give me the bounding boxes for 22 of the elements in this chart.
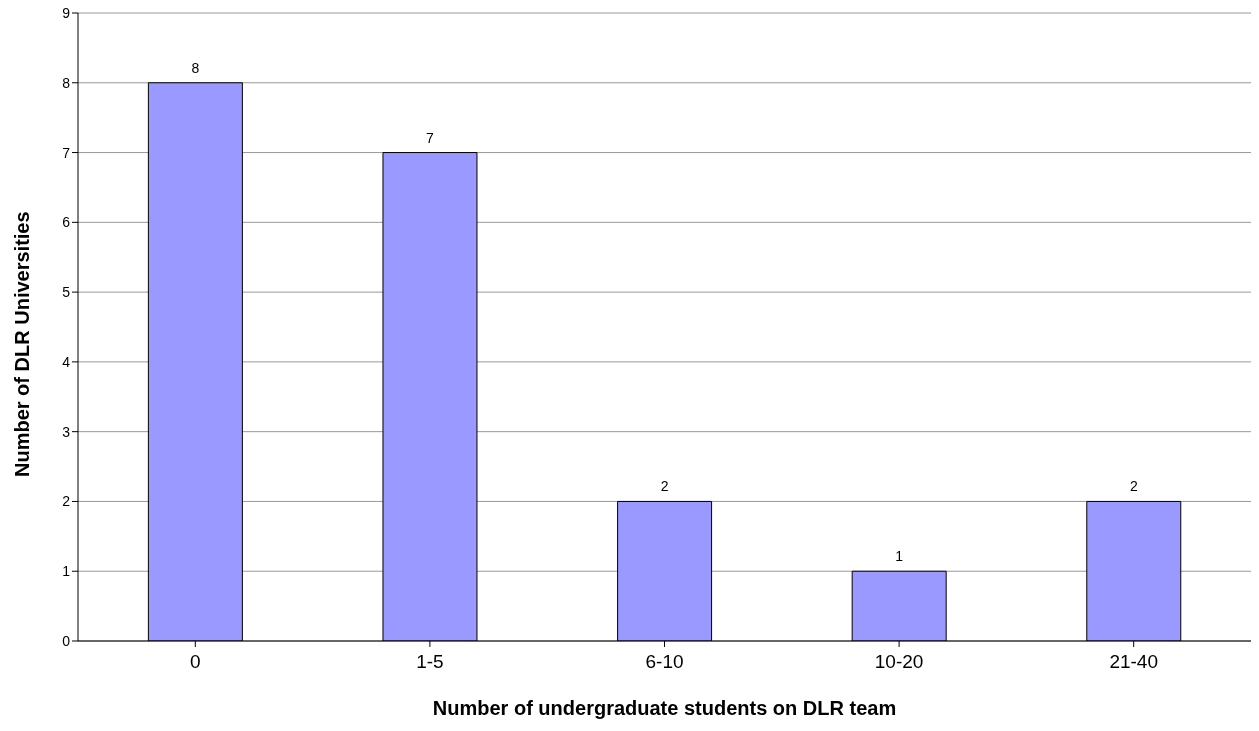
y-tick-label: 2 bbox=[62, 493, 71, 510]
data-label: 8 bbox=[191, 59, 200, 76]
y-tick-label: 8 bbox=[62, 74, 71, 91]
data-label: 1 bbox=[895, 548, 904, 565]
x-tick-label: 1-5 bbox=[416, 651, 444, 673]
y-tick-label: 0 bbox=[62, 632, 71, 649]
y-tick-label: 5 bbox=[62, 284, 71, 301]
x-tick-label: 10-20 bbox=[874, 651, 924, 673]
y-tick-label: 4 bbox=[62, 353, 71, 370]
y-tick-label: 7 bbox=[62, 144, 71, 161]
data-label: 2 bbox=[660, 478, 669, 495]
y-tick-label: 1 bbox=[62, 563, 71, 580]
y-tick-label: 6 bbox=[62, 214, 71, 231]
x-axis-title: Number of undergraduate students on DLR team bbox=[432, 697, 897, 719]
y-tick-label: 3 bbox=[62, 423, 71, 440]
y-axis-title: Number of DLR Universities bbox=[11, 211, 34, 477]
data-label: 2 bbox=[1129, 478, 1138, 495]
data-label: 7 bbox=[426, 129, 435, 146]
x-tick-label: 0 bbox=[190, 651, 201, 673]
x-tick-label: 21-40 bbox=[1109, 651, 1158, 673]
x-tick-label: 6-10 bbox=[645, 651, 684, 673]
y-tick-label: 9 bbox=[62, 4, 71, 21]
